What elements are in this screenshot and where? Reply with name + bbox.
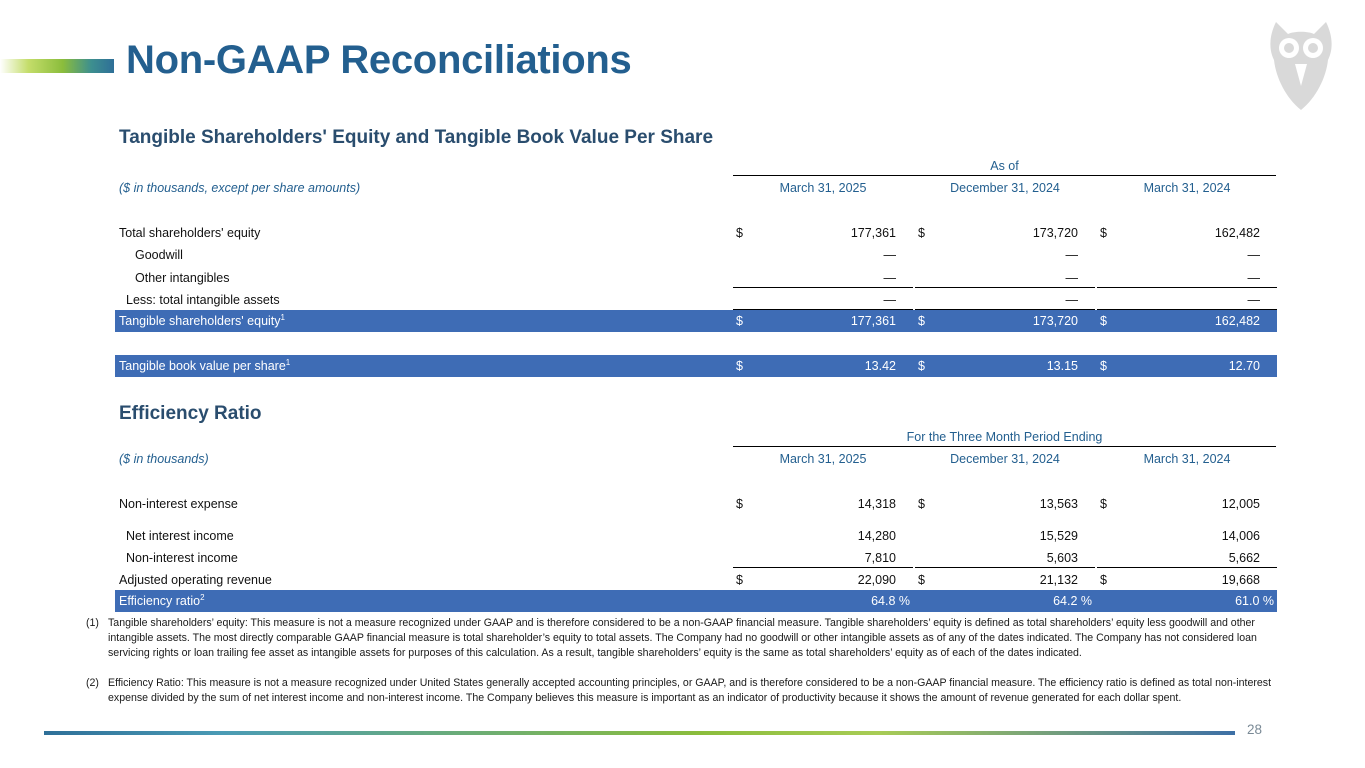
page-number: 28 (1246, 722, 1262, 737)
owl-logo-icon (1270, 22, 1332, 110)
currency-symbol: $ (736, 226, 743, 240)
highlight-row-tangible-equity: Tangible shareholders' equity1 $ 177,361… (115, 310, 1277, 332)
subtotal-rule (915, 309, 1095, 310)
cell-value: 13.15 (1046, 359, 1078, 373)
column-header: March 31, 2024 (1143, 181, 1231, 195)
page-title: Non-GAAP Reconciliations (126, 38, 632, 82)
subtotal-rule (733, 287, 913, 288)
cell-value: 14,006 (1221, 529, 1260, 543)
group-header-rule (733, 175, 1276, 176)
footnote-ref: 1 (285, 357, 291, 367)
cell-value: 21,132 (1039, 573, 1078, 587)
cell-value: — (883, 293, 897, 307)
subtotal-rule (733, 309, 913, 310)
subtotal-rule (733, 567, 913, 568)
column-header: December 31, 2024 (950, 452, 1060, 466)
cell-value: 13,563 (1039, 497, 1078, 511)
cell-value: 64.2 % (1053, 594, 1092, 608)
row-label: Goodwill (135, 248, 183, 262)
currency-symbol: $ (918, 226, 925, 240)
units-label: ($ in thousands, except per share amount… (119, 181, 361, 195)
cell-value: — (883, 248, 897, 262)
footnote-number: (1) (86, 617, 99, 629)
footnote-1: (1) Tangible shareholders’ equity: This … (86, 616, 1286, 661)
subtotal-rule (1097, 309, 1277, 310)
currency-symbol: $ (736, 573, 743, 587)
footnote-ref: 2 (200, 592, 205, 602)
group-header-as-of: As of (990, 159, 1019, 173)
row-label: Tangible book value per share1 (119, 357, 291, 373)
currency-symbol: $ (736, 497, 743, 511)
cell-value: 173,720 (1032, 226, 1078, 240)
highlight-row-tbvps: Tangible book value per share1 $ 13.42 $… (115, 355, 1277, 377)
cell-value: 5,603 (1046, 551, 1078, 565)
cell-value: — (1065, 271, 1079, 285)
cell-value: — (883, 271, 897, 285)
column-header: December 31, 2024 (950, 181, 1060, 195)
currency-symbol: $ (1100, 497, 1107, 511)
cell-value: 173,720 (1032, 314, 1078, 328)
cell-value: 64.8 % (871, 594, 910, 608)
cell-value: 5,662 (1228, 551, 1260, 565)
cell-value: 162,482 (1214, 226, 1260, 240)
row-label: Non-interest expense (119, 497, 238, 511)
cell-value: 162,482 (1214, 314, 1260, 328)
column-header: March 31, 2025 (779, 181, 867, 195)
subtotal-rule (915, 567, 1095, 568)
cell-value: — (1065, 293, 1079, 307)
footer-accent-bar (44, 731, 1235, 735)
row-label: Non-interest income (126, 551, 238, 565)
currency-symbol: $ (918, 314, 925, 328)
footnote-text: Efficiency Ratio: This measure is not a … (108, 677, 1272, 704)
subtotal-rule (1097, 287, 1277, 288)
cell-value: — (1065, 248, 1079, 262)
row-label: Efficiency ratio2 (119, 592, 205, 608)
cell-value: 177,361 (850, 314, 896, 328)
footnote-text: Tangible shareholders’ equity: This meas… (108, 617, 1257, 659)
cell-value: 14,280 (857, 529, 896, 543)
column-header: March 31, 2024 (1143, 452, 1231, 466)
row-label: Total shareholders' equity (119, 226, 261, 240)
cell-value: 15,529 (1039, 529, 1078, 543)
currency-symbol: $ (736, 314, 743, 328)
currency-symbol: $ (918, 359, 925, 373)
cell-value: 7,810 (864, 551, 896, 565)
currency-symbol: $ (1100, 573, 1107, 587)
group-header-rule (733, 446, 1276, 447)
footnote-ref: 1 (280, 312, 285, 322)
title-accent-bar (0, 59, 114, 73)
cell-value: 61.0 % (1235, 594, 1274, 608)
currency-symbol: $ (1100, 359, 1107, 373)
currency-symbol: $ (736, 359, 743, 373)
cell-value: — (1247, 248, 1261, 262)
section-title-efficiency: Efficiency Ratio (119, 403, 262, 424)
subtotal-rule (915, 287, 1095, 288)
cell-value: 177,361 (850, 226, 896, 240)
currency-symbol: $ (918, 497, 925, 511)
row-label: Less: total intangible assets (126, 293, 280, 307)
column-header: March 31, 2025 (779, 452, 867, 466)
row-label: Tangible shareholders' equity1 (119, 312, 285, 328)
row-label: Net interest income (126, 529, 234, 543)
highlight-row-efficiency-ratio: Efficiency ratio2 64.8 % 64.2 % 61.0 % (115, 590, 1277, 612)
cell-value: — (1247, 293, 1261, 307)
footnote-number: (2) (86, 677, 99, 689)
footnote-2: (2) Efficiency Ratio: This measure is no… (86, 676, 1286, 706)
cell-value: 12.70 (1228, 359, 1260, 373)
cell-value: 19,668 (1221, 573, 1260, 587)
cell-value: 12,005 (1221, 497, 1260, 511)
cell-value: 14,318 (857, 497, 896, 511)
group-header-period: For the Three Month Period Ending (906, 430, 1103, 444)
units-label: ($ in thousands) (119, 452, 209, 466)
section-title-tangible: Tangible Shareholders' Equity and Tangib… (119, 127, 714, 148)
cell-value: 13.42 (864, 359, 896, 373)
subtotal-rule (1097, 567, 1277, 568)
cell-value: 22,090 (857, 573, 896, 587)
currency-symbol: $ (1100, 314, 1107, 328)
row-label: Adjusted operating revenue (119, 573, 272, 587)
row-label: Other intangibles (135, 271, 230, 285)
cell-value: — (1247, 271, 1261, 285)
currency-symbol: $ (918, 573, 925, 587)
currency-symbol: $ (1100, 226, 1107, 240)
